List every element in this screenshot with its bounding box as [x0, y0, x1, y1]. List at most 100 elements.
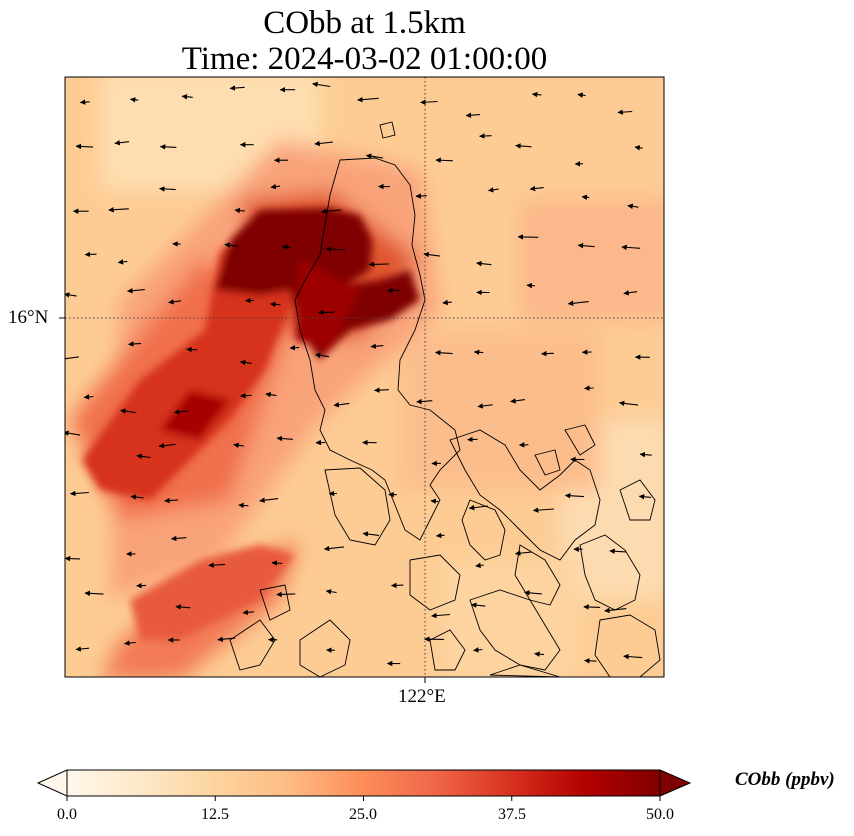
wind-arrow — [423, 251, 440, 258]
wind-arrow — [524, 590, 542, 596]
wind-arrow — [129, 97, 139, 103]
wind-arrow — [69, 490, 89, 497]
wind-arrow — [517, 234, 539, 240]
wind-arrow — [65, 292, 77, 298]
wind-arrow — [239, 393, 252, 399]
wind-arrow — [435, 532, 445, 539]
colorbar-tick-label: 50.0 — [646, 806, 674, 823]
wind-arrow — [325, 246, 345, 252]
wind-arrow — [136, 582, 147, 589]
wind-arrow — [609, 548, 626, 554]
wind-arrow — [639, 451, 652, 458]
wind-arrow — [477, 403, 493, 409]
wind-arrow — [170, 535, 187, 542]
wind-arrow — [510, 398, 526, 404]
wind-arrow — [276, 435, 293, 442]
wind-arrow — [289, 344, 300, 351]
map-time: Time: 2024-03-02 01:00:00 — [181, 41, 548, 77]
colorbar-label: CObb (ppbv) — [735, 769, 835, 790]
colorbar-min-extend — [36, 769, 68, 797]
wind-arrow — [270, 183, 281, 190]
wind-arrow — [84, 590, 104, 597]
wind-arrow — [276, 591, 296, 598]
wind-arrow — [333, 402, 350, 408]
wind-arrow — [265, 391, 277, 398]
wind-arrow — [259, 497, 279, 503]
wind-arrow — [623, 653, 643, 660]
map-frame — [64, 76, 665, 678]
colorbar-gradient — [66, 769, 661, 797]
wind-arrow — [374, 387, 389, 393]
wind-arrow — [164, 497, 179, 504]
wind-arrow — [242, 609, 255, 616]
wind-arrow — [567, 300, 589, 307]
wind-arrow — [564, 492, 585, 499]
wind-arrow — [541, 350, 554, 357]
map-title: CObb at 1.5km — [263, 5, 466, 41]
wind-arrow — [65, 555, 81, 562]
wind-arrow — [583, 604, 601, 610]
wind-arrow — [420, 99, 438, 105]
wind-arrow — [584, 658, 597, 664]
wind-arrow — [529, 185, 544, 192]
wind-arrow — [314, 352, 330, 359]
wind-arrow — [312, 81, 331, 88]
wind-arrow — [75, 143, 94, 150]
lon-tick-label: 122°E — [398, 686, 446, 707]
wind-arrow — [282, 244, 291, 250]
wind-arrow — [415, 193, 427, 199]
wind-arrow — [581, 194, 590, 200]
wind-arrow — [224, 242, 239, 248]
wind-arrow — [435, 157, 453, 163]
wind-arrow — [515, 143, 532, 149]
wind-arrow — [621, 244, 641, 251]
colorbar-tick-label: 0.0 — [57, 806, 77, 823]
wind-arrow — [159, 144, 177, 150]
wind-arrow — [531, 91, 542, 98]
wind-arrow — [159, 186, 176, 192]
wind-arrow — [323, 545, 345, 552]
wind-arrow — [321, 208, 342, 215]
wind-arrow — [114, 140, 130, 146]
wind-arrow — [186, 346, 198, 353]
wind-arrow — [117, 259, 128, 265]
wind-arrow — [136, 453, 151, 460]
wind-arrow — [577, 92, 586, 98]
colorbar-tick-label: 25.0 — [349, 806, 377, 823]
wind-arrow — [175, 604, 191, 610]
wind-arrow — [217, 636, 236, 642]
wind-arrow — [79, 99, 90, 105]
wind-arrow — [75, 646, 90, 652]
wind-arrow — [431, 612, 450, 619]
colorbar-max-extend — [659, 769, 692, 797]
wind-arrow — [617, 109, 633, 115]
wind-arrow — [325, 588, 337, 595]
wind-arrow — [127, 288, 145, 294]
coastlines — [229, 121, 661, 677]
wind-arrow — [479, 133, 492, 139]
wind-arrow — [623, 290, 638, 296]
wind-arrow — [239, 359, 252, 366]
wind-arrow — [430, 498, 439, 505]
wind-arrow — [124, 640, 136, 646]
wind-arrow — [604, 607, 627, 614]
wind-arrow — [514, 550, 532, 556]
wind-arrow — [473, 647, 483, 653]
wind-arrow — [390, 582, 404, 589]
wind-arrow — [65, 356, 79, 360]
wind-arrow — [128, 341, 142, 347]
wind-arrow — [314, 140, 333, 147]
map-panel — [59, 76, 665, 683]
wind-arrow — [618, 400, 639, 407]
wind-arrow — [476, 260, 492, 267]
wind-arrow — [434, 350, 453, 356]
wind-arrow — [269, 301, 281, 308]
wind-arrow — [487, 187, 499, 193]
wind-arrow — [208, 562, 226, 568]
wind-arrow — [470, 602, 486, 608]
wind-arrow — [181, 94, 193, 100]
wind-arrow — [65, 430, 81, 436]
wind-arrow — [168, 299, 182, 305]
lat-tick-label: 16°N — [8, 307, 49, 328]
wind-arrow — [577, 242, 595, 249]
